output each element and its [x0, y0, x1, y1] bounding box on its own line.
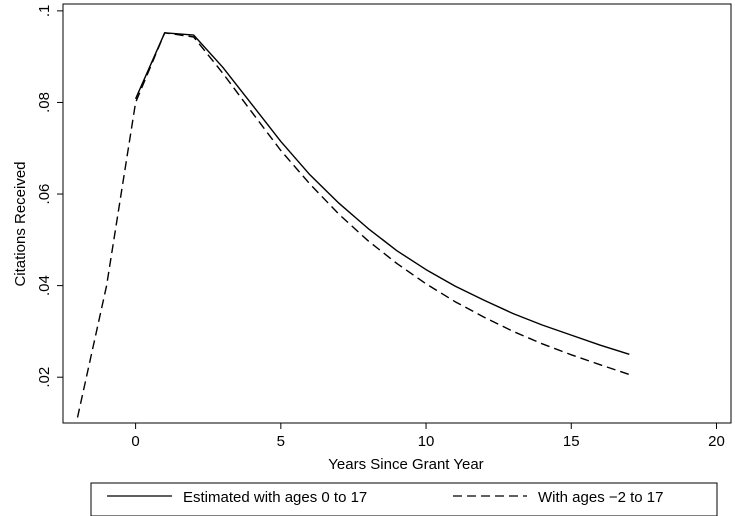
plot-frame [62, 3, 732, 424]
series-line-with-ages [76, 32, 630, 418]
legend: Estimated with ages 0 to 17 With ages −2… [90, 482, 718, 516]
series-line-estimated [134, 32, 630, 355]
x-tick-label: 5 [277, 433, 285, 450]
y-tick-label: .06 [36, 184, 53, 205]
plot-series [76, 32, 630, 418]
y-tick-label: .1 [36, 5, 53, 18]
x-axis: 0 5 10 15 20 [131, 423, 725, 450]
y-axis: .02 .04 .06 .08 .1 [36, 5, 63, 388]
legend-box [90, 482, 718, 516]
x-tick-label: 15 [563, 433, 580, 450]
x-tick-label: 10 [418, 433, 435, 450]
plot-area-border [62, 3, 732, 424]
x-tick-label: 0 [131, 433, 139, 450]
y-tick-label: .02 [36, 367, 53, 388]
legend-label-with-ages: With ages −2 to 17 [538, 489, 664, 506]
y-tick-label: .04 [36, 275, 53, 296]
y-tick-label: .08 [36, 92, 53, 113]
x-axis-label: Years Since Grant Year [328, 456, 483, 473]
y-axis-label: Citations Received [12, 161, 29, 286]
legend-label-estimated: Estimated with ages 0 to 17 [183, 489, 367, 506]
x-tick-label: 20 [708, 433, 725, 450]
